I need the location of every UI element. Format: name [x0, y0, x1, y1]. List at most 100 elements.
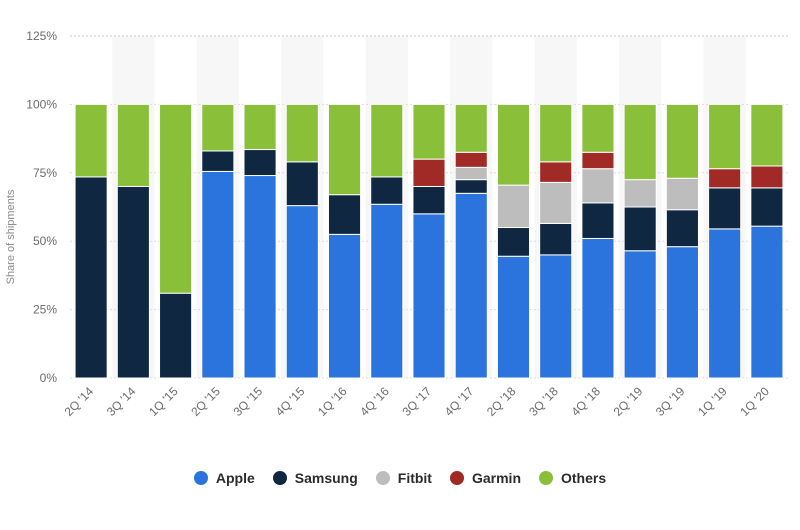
- bar-segment-apple[interactable]: [665, 246, 699, 379]
- x-tick-label: 1Q '15: [146, 384, 181, 419]
- bar-segment-others[interactable]: [539, 103, 573, 163]
- bar-segment-samsung[interactable]: [708, 187, 742, 230]
- bar-segment-samsung[interactable]: [370, 176, 404, 205]
- bar-segment-samsung[interactable]: [665, 209, 699, 248]
- x-tick-label: 1Q '16: [315, 384, 350, 419]
- bar-segment-others[interactable]: [201, 103, 235, 152]
- bar-segment-apple[interactable]: [370, 203, 404, 379]
- bar-segment-fitbit[interactable]: [623, 179, 657, 208]
- x-tick-label: 2Q '14: [62, 384, 97, 419]
- bar-segment-others[interactable]: [496, 103, 531, 186]
- bar-segment-apple[interactable]: [496, 255, 531, 379]
- x-tick-label: 2Q '18: [484, 384, 519, 419]
- bar-segment-apple[interactable]: [412, 213, 446, 379]
- legend-label: Others: [561, 470, 607, 486]
- legend-label: Samsung: [294, 470, 358, 486]
- bar-segment-others[interactable]: [243, 103, 277, 151]
- y-tick-label: 50%: [33, 234, 57, 248]
- bar-segment-apple[interactable]: [327, 233, 362, 379]
- bar-segment-apple[interactable]: [285, 205, 319, 379]
- bar-segment-fitbit[interactable]: [665, 177, 699, 211]
- y-tick-label: 75%: [33, 166, 57, 180]
- bar-segment-others[interactable]: [581, 103, 615, 153]
- y-axis-title: Share of shipments: [5, 189, 17, 284]
- legend-marker: [539, 471, 553, 485]
- x-tick-label: 2Q '15: [188, 384, 223, 419]
- bar-segment-apple[interactable]: [539, 254, 573, 379]
- legend-label: Garmin: [471, 470, 521, 486]
- legend-marker: [375, 471, 390, 485]
- legend-marker: [449, 471, 464, 485]
- bar-segment-samsung[interactable]: [116, 185, 150, 379]
- x-tick-label: 1Q '19: [695, 384, 730, 419]
- bar-segment-apple[interactable]: [201, 170, 235, 379]
- bar-segment-samsung[interactable]: [412, 185, 446, 215]
- bar-segment-garmin[interactable]: [412, 158, 446, 187]
- bar-segment-others[interactable]: [412, 103, 446, 160]
- legend-item-apple[interactable]: Apple: [193, 470, 255, 486]
- bar-segment-samsung[interactable]: [327, 194, 362, 235]
- bar-segment-samsung[interactable]: [539, 222, 573, 256]
- legend-label: Apple: [215, 470, 255, 486]
- bar-segment-apple[interactable]: [708, 228, 742, 379]
- bar-segment-samsung[interactable]: [201, 150, 235, 172]
- x-tick-label: 4Q '16: [357, 384, 392, 419]
- legend-item-fitbit[interactable]: Fitbit: [375, 470, 432, 486]
- x-tick-label: 4Q '15: [273, 384, 308, 419]
- bar-segment-fitbit[interactable]: [581, 168, 615, 204]
- x-tick-label: 2Q '19: [611, 384, 646, 419]
- bar-segment-garmin[interactable]: [750, 165, 784, 189]
- x-tick-label: 4Q '18: [568, 384, 603, 419]
- bar-segment-others[interactable]: [74, 103, 108, 178]
- x-tick-label: 1Q '20: [737, 384, 772, 419]
- bar-segment-samsung[interactable]: [285, 161, 319, 207]
- bar-segment-samsung[interactable]: [454, 179, 488, 194]
- bar-segment-others[interactable]: [454, 103, 488, 153]
- x-tick-label: 3Q '14: [104, 384, 139, 419]
- bar-segment-garmin[interactable]: [539, 161, 573, 183]
- x-tick-label: 3Q '15: [231, 384, 266, 419]
- bar-segment-samsung[interactable]: [243, 149, 277, 177]
- legend-item-others[interactable]: Others: [539, 470, 606, 486]
- bar-segment-fitbit[interactable]: [539, 181, 573, 224]
- x-tick-label: 3Q '18: [526, 384, 561, 419]
- bar-segment-others[interactable]: [285, 103, 319, 163]
- y-tick-label: 100%: [26, 97, 57, 111]
- bar-segment-samsung[interactable]: [496, 227, 531, 257]
- bar-segment-samsung[interactable]: [750, 187, 784, 227]
- legend-marker: [193, 471, 208, 485]
- bar-segment-samsung[interactable]: [74, 176, 108, 379]
- bar-segment-samsung[interactable]: [623, 206, 657, 252]
- y-tick-label: 125%: [26, 29, 57, 43]
- bar-segment-fitbit[interactable]: [454, 166, 488, 181]
- bar-segment-others[interactable]: [708, 103, 742, 170]
- x-tick-label: 3Q '19: [653, 384, 688, 419]
- legend-item-samsung[interactable]: Samsung: [272, 470, 358, 486]
- bar-segment-apple[interactable]: [454, 192, 488, 379]
- bar-segment-others[interactable]: [370, 103, 404, 178]
- bar-segment-apple[interactable]: [750, 225, 784, 379]
- bar-segment-garmin[interactable]: [581, 151, 615, 170]
- bar-segment-others[interactable]: [327, 103, 362, 196]
- y-tick-label: 25%: [33, 303, 57, 317]
- bar-segment-apple[interactable]: [581, 237, 615, 379]
- x-tick-label: 4Q '17: [442, 384, 477, 419]
- bar-segment-fitbit[interactable]: [496, 184, 531, 229]
- bar-segment-apple[interactable]: [243, 175, 277, 379]
- bar-segment-apple[interactable]: [623, 250, 657, 379]
- bar-segment-samsung[interactable]: [581, 202, 615, 239]
- y-tick-label: 0%: [40, 371, 58, 385]
- bar-segment-garmin[interactable]: [454, 151, 488, 168]
- bar-segment-others[interactable]: [159, 103, 193, 294]
- x-tick-label: 3Q '17: [399, 384, 434, 419]
- bar-segment-others[interactable]: [116, 103, 150, 187]
- legend-item-garmin[interactable]: Garmin: [449, 470, 521, 486]
- bar-segment-samsung[interactable]: [159, 292, 193, 379]
- bar-segment-others[interactable]: [750, 103, 784, 167]
- bar-segment-garmin[interactable]: [708, 168, 742, 189]
- bar-segment-others[interactable]: [665, 103, 699, 179]
- chart-legend: Apple Samsung Fitbit Garmin Others: [0, 470, 800, 486]
- bar-segment-others[interactable]: [623, 103, 657, 181]
- legend-label: Fitbit: [397, 470, 432, 486]
